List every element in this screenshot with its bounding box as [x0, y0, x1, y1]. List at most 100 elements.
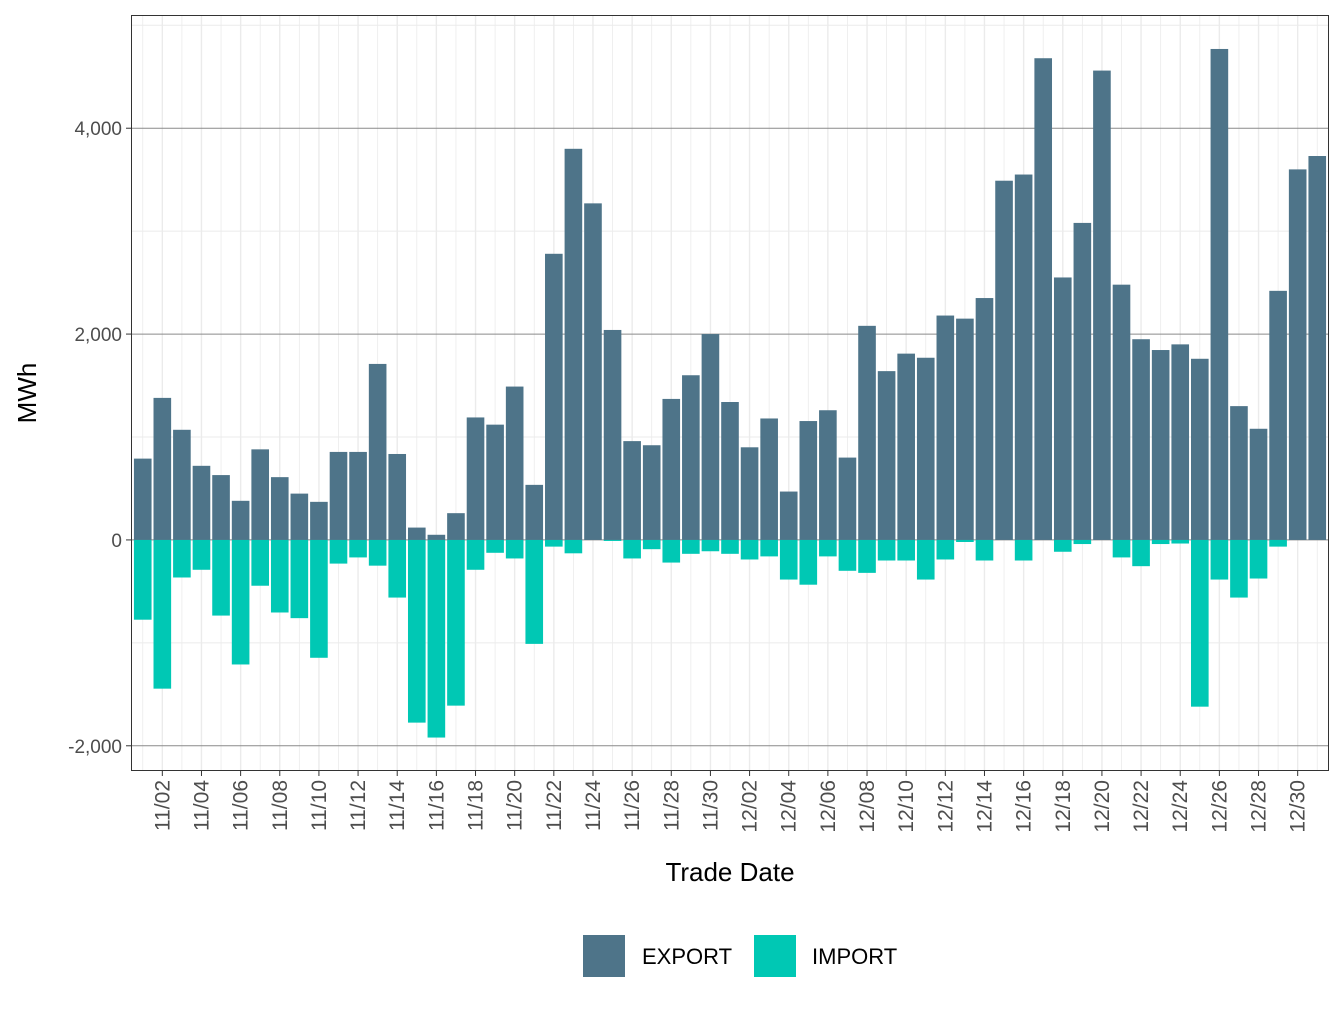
- bar-import-12/27: [1230, 539, 1248, 598]
- bar-export-11/17: [447, 513, 465, 540]
- bar-import-12/05: [799, 539, 818, 585]
- bar-import-12/26: [1210, 539, 1229, 580]
- x-tick-label: 11/24: [582, 780, 605, 831]
- bar-export-12/12: [936, 315, 955, 540]
- bar-export-12/21: [1112, 284, 1131, 540]
- bar-import-12/23: [1151, 539, 1170, 545]
- x-tick-label: 12/24: [1169, 780, 1192, 833]
- bar-export-11/02: [153, 397, 172, 540]
- bar-import-12/21: [1112, 539, 1131, 558]
- bar-import-11/03: [173, 539, 191, 578]
- x-tick-label: 11/06: [230, 780, 253, 831]
- x-tick-label: 11/20: [504, 780, 527, 831]
- bar-export-12/18: [1053, 277, 1072, 540]
- bar-export-11/06: [231, 500, 250, 540]
- x-tick-label: 12/16: [1013, 780, 1036, 833]
- bar-export-11/18: [466, 417, 485, 540]
- x-tick-label: 12/02: [739, 780, 762, 833]
- bar-export-12/24: [1171, 344, 1190, 540]
- bar-import-12/06: [819, 539, 837, 557]
- bar-export-11/14: [388, 453, 407, 540]
- bar-export-11/09: [290, 493, 309, 540]
- bar-export-11/16: [427, 534, 446, 540]
- bar-import-12/08: [858, 539, 876, 573]
- bar-export-12/04: [779, 491, 798, 540]
- bar-import-12/19: [1073, 539, 1092, 545]
- x-tick-label: 11/22: [543, 780, 566, 831]
- bar-export-11/03: [173, 429, 191, 540]
- bar-export-11/01: [133, 458, 152, 540]
- bar-import-11/21: [525, 539, 544, 644]
- bar-export-11/30: [701, 334, 720, 540]
- bar-export-12/31: [1308, 156, 1327, 540]
- bar-export-12/17: [1034, 58, 1053, 540]
- bar-export-11/23: [564, 148, 583, 540]
- bar-export-12/16: [1014, 174, 1033, 540]
- bar-export-11/07: [251, 449, 270, 540]
- bar-import-12/24: [1171, 539, 1190, 544]
- bar-import-12/29: [1269, 539, 1287, 547]
- bar-export-12/13: [956, 318, 974, 540]
- legend: EXPORT IMPORT: [583, 935, 897, 977]
- y-tick-label: 2,000: [74, 325, 122, 346]
- bar-export-12/01: [721, 402, 739, 540]
- bar-import-11/14: [388, 539, 407, 598]
- bar-import-11/09: [290, 539, 309, 619]
- bar-export-12/29: [1269, 290, 1287, 540]
- x-tick-label: 11/26: [621, 780, 644, 831]
- bar-export-12/02: [740, 447, 759, 540]
- bar-import-12/10: [897, 539, 915, 561]
- plot-panel-border: [131, 15, 1329, 771]
- bar-export-12/08: [858, 325, 876, 540]
- bar-import-11/04: [192, 539, 211, 570]
- x-tick-label: 12/06: [817, 780, 840, 833]
- x-tick-label: 12/18: [1052, 780, 1075, 833]
- bar-import-11/27: [642, 539, 661, 550]
- bar-export-12/26: [1210, 48, 1229, 540]
- x-tick-label: 11/02: [151, 780, 174, 831]
- bar-import-12/14: [975, 539, 994, 561]
- bar-import-11/06: [231, 539, 250, 665]
- bar-export-12/27: [1230, 406, 1248, 540]
- bar-export-12/19: [1073, 222, 1092, 540]
- bar-export-11/25: [603, 329, 622, 540]
- bar-export-12/06: [819, 410, 837, 540]
- bar-import-11/01: [133, 539, 152, 620]
- bar-import-11/17: [447, 539, 465, 706]
- x-tick-label: 11/28: [660, 780, 683, 831]
- x-tick-label: 12/26: [1208, 780, 1231, 833]
- bar-export-11/20: [505, 386, 524, 540]
- bar-import-11/10: [310, 539, 328, 658]
- bar-export-11/22: [545, 253, 563, 540]
- bar-export-11/15: [407, 527, 426, 540]
- bar-export-11/10: [310, 501, 328, 540]
- bar-import-11/19: [486, 539, 504, 553]
- y-tick-label: -2,000: [68, 737, 122, 758]
- bar-import-12/04: [779, 539, 798, 580]
- bar-import-11/12: [349, 539, 367, 558]
- bars: [133, 48, 1327, 738]
- bar-import-11/16: [427, 539, 446, 738]
- x-tick-label: 12/14: [973, 780, 996, 833]
- bar-import-11/11: [329, 539, 348, 564]
- x-tick-label: 11/30: [699, 780, 722, 831]
- bar-import-11/26: [623, 539, 641, 559]
- y-tick-label: 4,000: [74, 119, 122, 140]
- bar-import-12/03: [760, 539, 778, 557]
- bar-import-11/18: [466, 539, 485, 570]
- x-tick-label: 12/12: [934, 780, 957, 833]
- bar-import-12/28: [1249, 539, 1268, 579]
- bar-export-11/21: [525, 484, 544, 540]
- bar-import-11/13: [368, 539, 387, 566]
- bar-export-11/13: [368, 363, 387, 540]
- bar-import-12/18: [1053, 539, 1072, 552]
- y-tick-label: 0: [111, 531, 122, 552]
- bar-export-12/05: [799, 421, 818, 540]
- x-tick-label: 12/10: [895, 780, 918, 833]
- bar-import-11/30: [701, 539, 720, 552]
- bar-import-11/07: [251, 539, 270, 586]
- legend-label-import: IMPORT: [812, 944, 897, 969]
- bar-export-12/09: [877, 371, 896, 540]
- x-axis: 11/02 11/04 11/06 11/08 11/10 11/12 11/14 11/16…: [151, 771, 1310, 833]
